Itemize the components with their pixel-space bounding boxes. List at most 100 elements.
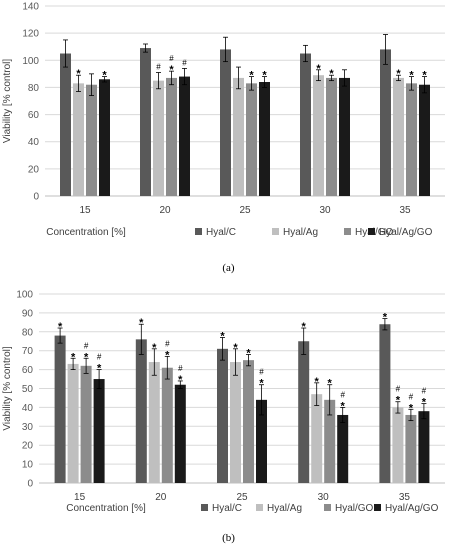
bar-hyal-ag-go <box>259 82 270 196</box>
bar-hyal-ag-go <box>256 399 267 483</box>
category-label: 15 <box>74 492 86 503</box>
y-tick-label: 100 <box>22 56 39 67</box>
significance-star: * <box>152 342 157 354</box>
bar-hyal-ag <box>230 362 241 483</box>
significance-star: * <box>71 351 76 363</box>
significance-hash: # <box>97 353 102 362</box>
significance-hash: # <box>259 368 264 377</box>
significance-star: * <box>422 70 427 82</box>
bar-hyal-ag-go <box>419 84 430 196</box>
y-tick-label: 40 <box>28 137 40 148</box>
significance-star: * <box>165 349 170 361</box>
legend-swatch <box>256 504 263 511</box>
legend-label: Hyal/GO <box>335 503 374 514</box>
significance-star: * <box>84 351 89 363</box>
bar-hyal-ag <box>153 80 164 196</box>
legend-swatch <box>195 228 202 235</box>
bar-hyal-go <box>405 414 417 483</box>
bar-hyal-c <box>60 53 71 196</box>
significance-star: * <box>262 70 267 82</box>
significance-star: * <box>139 317 144 329</box>
significance-star: * <box>178 374 183 386</box>
significance-star: * <box>328 378 333 390</box>
significance-hash: # <box>165 339 170 348</box>
y-tick-label: 10 <box>22 460 34 471</box>
bar-hyal-c <box>298 341 310 483</box>
category-label: 30 <box>318 492 330 503</box>
significance-hash: # <box>182 58 187 67</box>
bar-hyal-go <box>80 365 92 483</box>
significance-star: * <box>316 63 321 75</box>
bar-hyal-go <box>243 360 254 483</box>
significance-hash: # <box>169 54 174 63</box>
x-axis-label: Concentration [%] <box>46 227 126 238</box>
bar-hyal-c <box>217 348 228 483</box>
significance-star: * <box>102 70 107 82</box>
significance-star: * <box>259 378 264 390</box>
bar-hyal-go <box>166 77 177 196</box>
significance-star: * <box>409 402 414 414</box>
y-tick-label: 20 <box>22 441 34 452</box>
bar-hyal-ag <box>313 75 324 196</box>
bar-hyal-ag <box>67 363 79 483</box>
y-tick-label: 120 <box>22 29 39 40</box>
legend-swatch <box>201 504 208 511</box>
category-label: 25 <box>239 205 251 216</box>
bar-hyal-ag-go <box>337 414 349 483</box>
panel-caption: (a) <box>222 262 235 274</box>
bar-hyal-go <box>326 77 337 196</box>
significance-star: * <box>246 347 251 359</box>
y-tick-label: 140 <box>22 2 39 13</box>
significance-star: * <box>169 64 174 76</box>
category-label: 15 <box>79 205 91 216</box>
legend-swatch <box>374 504 381 511</box>
significance-star: * <box>220 330 225 342</box>
bar-hyal-go <box>161 367 173 483</box>
bar-hyal-ag-go <box>418 411 430 483</box>
bar-hyal-c <box>135 339 147 483</box>
category-label: 20 <box>155 492 167 503</box>
y-tick-label: 70 <box>22 346 34 357</box>
significance-star: * <box>341 400 346 412</box>
significance-star: * <box>315 376 320 388</box>
y-tick-label: 0 <box>27 479 33 490</box>
legend-swatch <box>272 228 279 235</box>
significance-star: * <box>329 68 334 80</box>
y-tick-label: 0 <box>33 192 39 203</box>
bar-hyal-go <box>86 84 97 196</box>
y-tick-label: 80 <box>22 327 34 338</box>
legend-label: Hyal/C <box>212 503 242 514</box>
significance-hash: # <box>422 387 427 396</box>
legend-label: Hyal/Ag <box>267 503 302 514</box>
significance-hash: # <box>409 392 414 401</box>
significance-star: * <box>76 68 81 80</box>
panel-caption: (b) <box>222 532 235 544</box>
significance-star: * <box>249 70 254 82</box>
y-tick-label: 40 <box>22 403 34 414</box>
significance-star: * <box>396 395 401 407</box>
bar-hyal-c <box>380 49 391 196</box>
legend-swatch <box>368 228 375 235</box>
bar-hyal-ag-go <box>93 379 105 483</box>
legend-label: Hyal/C <box>206 227 236 238</box>
bar-hyal-go <box>246 83 257 196</box>
bar-hyal-c <box>379 324 391 483</box>
bar-hyal-ag <box>393 77 404 196</box>
bar-hyal-c <box>220 49 231 196</box>
y-axis-label: Viability [% control] <box>2 346 13 431</box>
bar-hyal-ag <box>233 77 244 196</box>
significance-star: * <box>422 397 427 409</box>
bar-hyal-ag-go <box>174 384 186 483</box>
category-label: 25 <box>236 492 248 503</box>
legend-label: Hyal/Ag/GO <box>379 227 433 238</box>
bar-hyal-ag <box>73 83 84 196</box>
bar-hyal-ag-go <box>99 79 110 196</box>
y-tick-label: 50 <box>22 384 34 395</box>
bar-hyal-go <box>324 399 336 483</box>
bar-hyal-c <box>140 48 151 197</box>
significance-star: * <box>233 342 238 354</box>
significance-star: * <box>97 363 102 375</box>
significance-hash: # <box>396 385 401 394</box>
bar-hyal-ag <box>311 394 323 483</box>
legend-label: Hyal/Ag/GO <box>385 503 439 514</box>
